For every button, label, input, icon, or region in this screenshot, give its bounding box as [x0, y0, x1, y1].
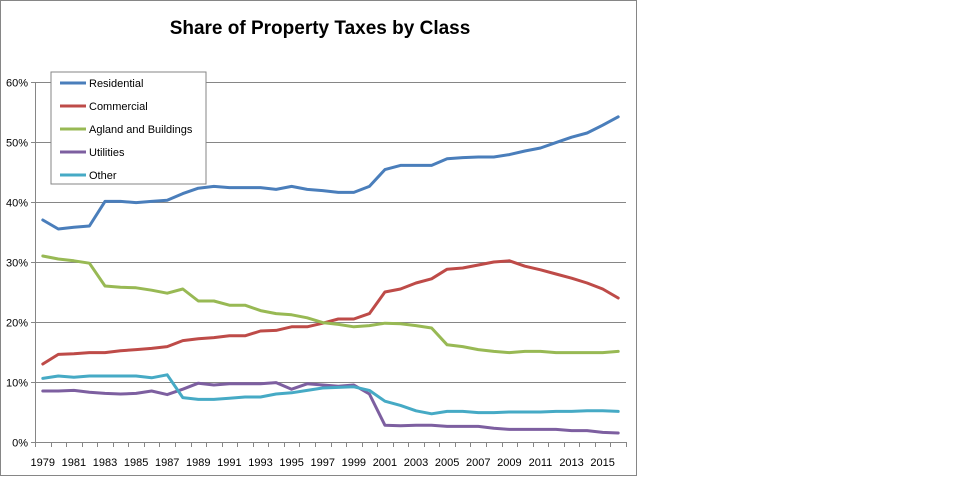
line-chart: Share of Property Taxes by Class 0% 10% 20…	[6, 18, 627, 469]
x-tick-label: 2007	[466, 457, 490, 469]
y-tick-label: 50%	[6, 138, 28, 150]
legend-entry: Agland and Buildings	[89, 124, 193, 136]
x-tick-label: 2005	[435, 457, 459, 469]
x-tick-label: 1983	[93, 457, 117, 469]
x-tick-label: 1985	[124, 457, 148, 469]
legend-entry: Residential	[89, 78, 143, 90]
x-tick-label: 1997	[310, 457, 334, 469]
x-tick-label: 1995	[279, 457, 303, 469]
legend-entry: Commercial	[89, 101, 148, 113]
legend-entry: Utilities	[89, 147, 125, 159]
x-tick-label: 1989	[186, 457, 210, 469]
x-tick-label: 1987	[155, 457, 179, 469]
x-tick-label: 2009	[497, 457, 521, 469]
axes	[31, 82, 627, 447]
series-line-utilities	[41, 381, 620, 435]
x-tick-label: 1979	[31, 457, 55, 469]
x-tick-label: 1999	[342, 457, 366, 469]
x-tick-label: 2013	[559, 457, 583, 469]
x-tick-label: 1981	[62, 457, 86, 469]
y-tick-label: 60%	[6, 78, 28, 90]
y-tick-label: 10%	[6, 378, 28, 390]
series-line-commercial	[41, 259, 620, 366]
x-tick-label: 2011	[529, 457, 553, 469]
chart-frame: Share of Property Taxes by Class 0% 10% 20…	[0, 0, 637, 476]
y-tick-label: 0%	[12, 438, 28, 450]
series-line-agland-and-buildings	[41, 254, 620, 355]
x-tick-label: 2001	[373, 457, 397, 469]
series-lines	[41, 115, 620, 435]
series-line-residential	[41, 115, 620, 231]
x-tick-label: 1993	[248, 457, 272, 469]
y-axis-tick-labels: 0% 10% 20% 30% 40% 50% 60%	[6, 78, 28, 450]
x-tick-label: 1991	[217, 457, 241, 469]
y-tick-label: 20%	[6, 318, 28, 330]
chart-title: Share of Property Taxes by Class	[170, 18, 471, 39]
x-tick-label: 2003	[404, 457, 428, 469]
y-tick-label: 40%	[6, 198, 28, 210]
x-axis-tick-labels: 1979 1981 1983 1985 1987 1989 1991 1993 1995 1997…	[31, 457, 615, 469]
x-tick-label: 2015	[590, 457, 614, 469]
legend-entry: Other	[89, 170, 117, 182]
series-line-other	[41, 373, 620, 416]
legend: Residential Commercial Agland and Building…	[50, 71, 207, 185]
y-tick-label: 30%	[6, 258, 28, 270]
